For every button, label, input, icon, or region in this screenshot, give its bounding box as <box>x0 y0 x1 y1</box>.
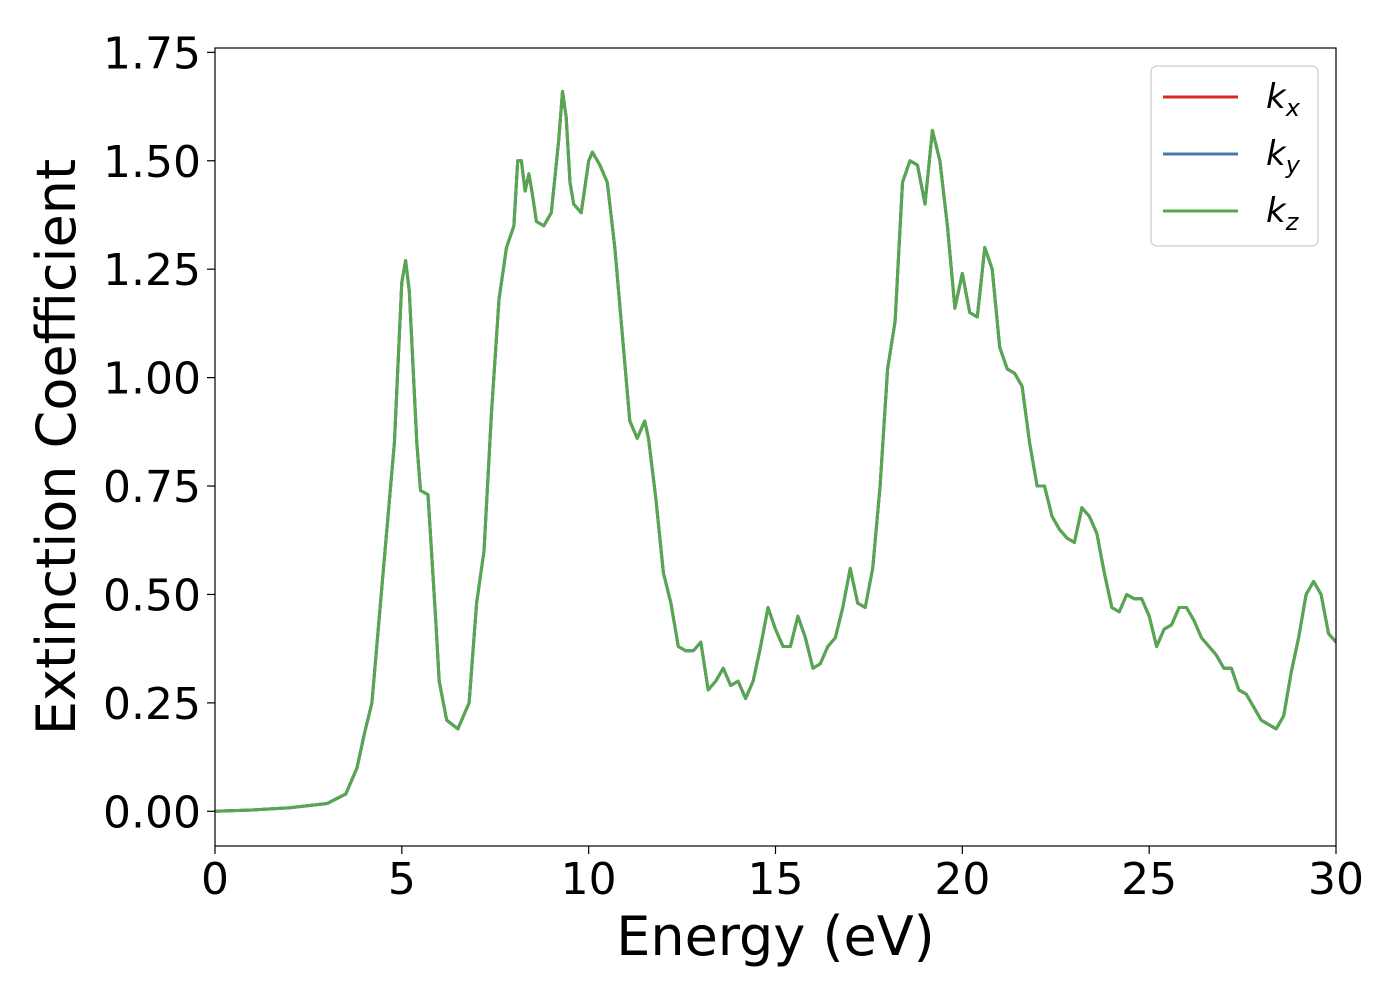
x-tick-label: 0 <box>201 854 229 905</box>
x-axis: 0 5 10 15 20 25 30 <box>201 846 1364 905</box>
y-tick-label: 0.75 <box>103 462 201 513</box>
y-tick-label: 0.25 <box>103 679 201 730</box>
x-tick-label: 25 <box>1121 854 1177 905</box>
y-tick-label: 0.50 <box>103 570 201 621</box>
y-axis-label: Extinction Coefficient <box>25 159 88 735</box>
y-axis: 0.00 0.25 0.50 0.75 1.00 1.25 1.50 1.75 <box>103 28 215 838</box>
x-tick-label: 20 <box>934 854 990 905</box>
legend-box <box>1150 65 1319 247</box>
legend-label: kx <box>1266 77 1301 122</box>
legend-label: ky <box>1266 134 1301 179</box>
x-tick-label: 15 <box>748 854 804 905</box>
legend: kx ky kz <box>1150 65 1319 247</box>
series-line-kz <box>215 89 1336 813</box>
x-tick-label: 30 <box>1308 854 1364 905</box>
x-tick-label: 10 <box>561 854 617 905</box>
y-tick-label: 1.25 <box>103 245 201 296</box>
x-axis-label: Energy (eV) <box>616 905 935 968</box>
y-tick-label: 1.00 <box>103 354 201 405</box>
y-tick-label: 0.00 <box>103 787 201 838</box>
x-tick-label: 5 <box>388 854 416 905</box>
series-lines <box>215 89 1336 813</box>
y-tick-label: 1.75 <box>103 28 201 79</box>
y-tick-label: 1.50 <box>103 137 201 188</box>
legend-label: kz <box>1266 191 1300 236</box>
